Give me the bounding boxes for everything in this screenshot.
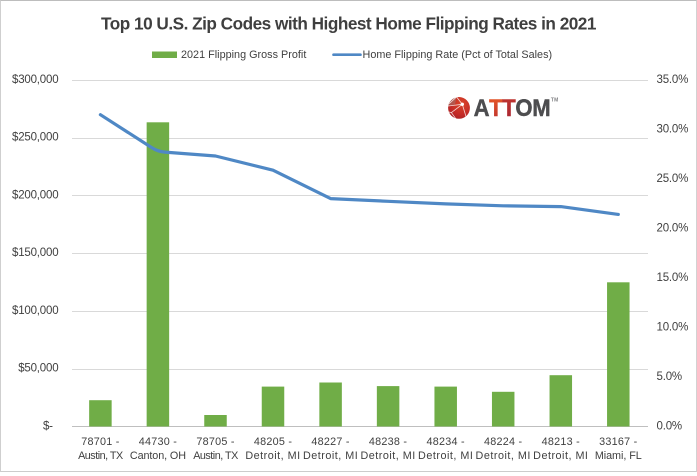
svg-text:TM: TM <box>551 98 559 104</box>
svg-text:Detroit, MI: Detroit, MI <box>360 450 415 462</box>
svg-text:$-: $- <box>43 420 53 432</box>
svg-text:44730 -: 44730 - <box>139 436 178 448</box>
svg-text:$200,000: $200,000 <box>12 189 58 201</box>
svg-text:48234 -: 48234 - <box>427 436 466 448</box>
svg-text:Detroit, MI: Detroit, MI <box>245 450 300 462</box>
svg-text:Detroit, MI: Detroit, MI <box>418 450 473 462</box>
svg-text:48205 -: 48205 - <box>254 436 293 448</box>
svg-text:Austin, TX: Austin, TX <box>78 450 123 462</box>
svg-text:48213 -: 48213 - <box>542 436 581 448</box>
svg-text:35.0%: 35.0% <box>657 74 689 86</box>
svg-text:$250,000: $250,000 <box>12 132 58 144</box>
svg-text:Home Flipping Rate (Pct of Tot: Home Flipping Rate (Pct of Total Sales) <box>363 49 553 61</box>
svg-text:30.0%: 30.0% <box>657 123 689 135</box>
svg-text:Detroit, MI: Detroit, MI <box>533 450 588 462</box>
svg-text:33167 -: 33167 - <box>599 436 638 448</box>
svg-text:ATTOM: ATTOM <box>474 94 551 121</box>
svg-text:15.0%: 15.0% <box>657 272 689 284</box>
svg-text:20.0%: 20.0% <box>657 222 689 234</box>
svg-text:48238 -: 48238 - <box>369 436 408 448</box>
svg-text:Austin, TX: Austin, TX <box>193 450 238 462</box>
svg-text:10.0%: 10.0% <box>657 322 689 334</box>
svg-text:$150,000: $150,000 <box>12 247 58 259</box>
svg-text:Canton, OH: Canton, OH <box>130 450 186 462</box>
svg-text:$50,000: $50,000 <box>18 363 58 375</box>
svg-text:Miami, FL: Miami, FL <box>595 450 642 462</box>
svg-text:5.0%: 5.0% <box>657 371 682 383</box>
svg-text:2021 Flipping Gross Profit: 2021 Flipping Gross Profit <box>181 49 306 61</box>
svg-text:$100,000: $100,000 <box>12 305 58 317</box>
svg-text:48224 -: 48224 - <box>484 436 523 448</box>
svg-text:Detroit, MI: Detroit, MI <box>476 450 531 462</box>
svg-text:Detroit, MI: Detroit, MI <box>303 450 358 462</box>
svg-text:$300,000: $300,000 <box>12 74 58 86</box>
svg-text:Top 10 U.S. Zip Codes with Hig: Top 10 U.S. Zip Codes with Highest Home … <box>101 14 597 34</box>
svg-text:78701 -: 78701 - <box>81 436 120 448</box>
svg-text:0.0%: 0.0% <box>657 420 682 432</box>
svg-text:25.0%: 25.0% <box>657 173 689 185</box>
svg-text:48227 -: 48227 - <box>311 436 350 448</box>
svg-text:78705 -: 78705 - <box>196 436 235 448</box>
